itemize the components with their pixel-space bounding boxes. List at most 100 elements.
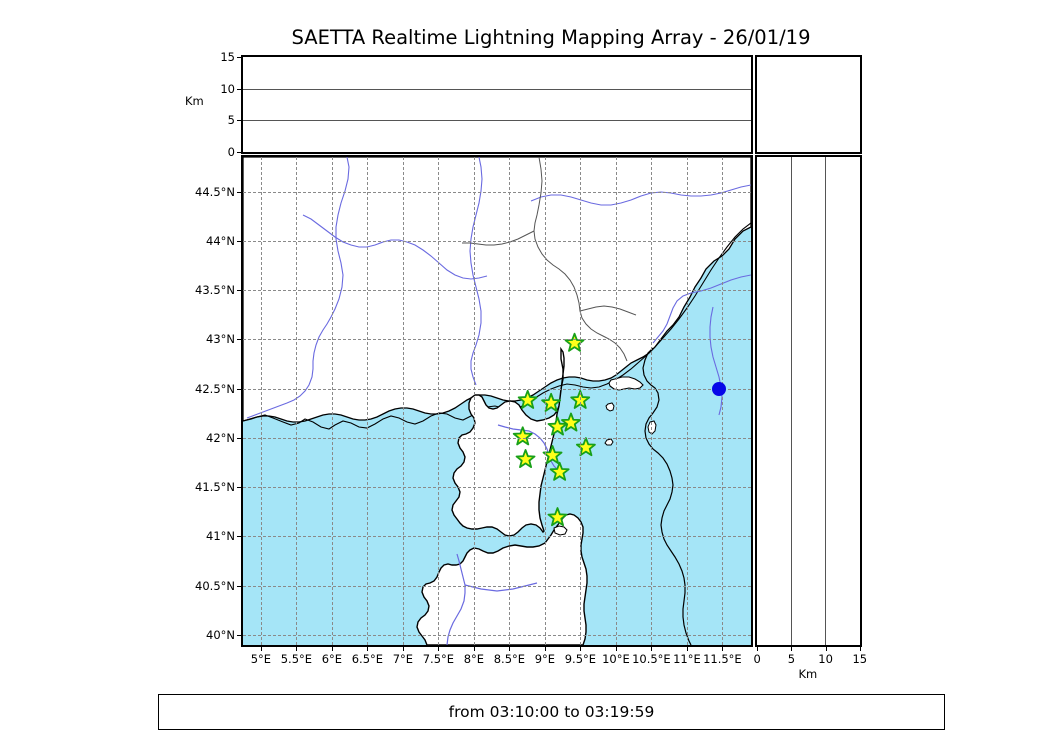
map-gridline-lon: [367, 157, 369, 645]
map-gridline-lon: [331, 157, 333, 645]
map-gridline-lon: [686, 157, 688, 645]
longitude-tick-mark: [544, 647, 546, 651]
panel-map[interactable]: [241, 155, 753, 647]
panel-altitude-histogram-plotarea: [757, 57, 860, 152]
longitude-tick-mark: [331, 647, 333, 651]
range-axis-label: Km: [798, 667, 818, 681]
station-marker[interactable]: [547, 416, 568, 436]
station-marker[interactable]: [515, 449, 536, 469]
latitude-tick-label: 41.5°N: [195, 480, 235, 495]
altitude-tick-label: 10: [220, 81, 235, 96]
range-tick-mark: [757, 647, 759, 651]
range-gridline: [825, 157, 827, 645]
latitude-tick-mark: [237, 585, 241, 587]
map-gridline-lon: [722, 157, 724, 645]
range-tick-label: 0: [753, 652, 761, 666]
lightning-source-marker[interactable]: [711, 381, 726, 396]
panel-altitude-vs-latitude-plotarea: [757, 157, 860, 645]
map-gridline-lon: [473, 157, 475, 645]
map-geography: [243, 157, 751, 645]
station-marker[interactable]: [542, 445, 563, 465]
latitude-tick-mark: [237, 388, 241, 390]
station-marker[interactable]: [547, 507, 568, 527]
latitude-tick-mark: [237, 536, 241, 538]
map-gridline-lat: [243, 388, 751, 390]
longitude-tick-label: 10°E: [602, 652, 630, 666]
longitude-tick-label: 5°E: [250, 652, 272, 666]
range-tick-mark: [825, 647, 827, 651]
longitude-tick-mark: [296, 647, 298, 651]
longitude-tick-label: 10.5°E: [632, 652, 671, 666]
border-france-italy: [533, 157, 628, 362]
island-montecristo: [604, 438, 614, 446]
longitude-tick-mark: [651, 647, 653, 651]
range-tick-mark: [791, 647, 793, 651]
longitude-tick-label: 7°E: [392, 652, 414, 666]
range-tick-label: 10: [818, 652, 833, 666]
map-gridline-lat: [243, 585, 751, 587]
latitude-tick-label: 41°N: [206, 529, 235, 544]
altitude-tick-mark: [237, 151, 241, 153]
station-marker[interactable]: [575, 437, 596, 457]
longitude-tick-label: 6.5°E: [351, 652, 384, 666]
longitude-tick-mark: [402, 647, 404, 651]
longitude-tick-mark: [260, 647, 262, 651]
range-tick-label: 15: [852, 652, 868, 666]
latitude-tick-label: 44°N: [206, 233, 235, 248]
latitude-tick-label: 40.5°N: [195, 578, 235, 593]
panel-altitude-vs-longitude[interactable]: [241, 55, 753, 154]
panel-altitude-vs-longitude-plotarea: [243, 57, 751, 152]
map-gridline-lon: [296, 157, 298, 645]
latitude-tick-mark: [237, 487, 241, 489]
latitude-tick-label: 43°N: [206, 332, 235, 347]
longitude-tick-mark: [367, 647, 369, 651]
longitude-tick-label: 11°E: [673, 652, 701, 666]
panel-altitude-histogram[interactable]: [755, 55, 862, 154]
latitude-tick-label: 44.5°N: [195, 184, 235, 199]
altitude-tick-label: 5: [227, 113, 235, 128]
latitude-tick-mark: [237, 339, 241, 341]
coastline-italy: [642, 347, 692, 645]
longitude-tick-mark: [438, 647, 440, 651]
longitude-tick-label: 8°E: [463, 652, 485, 666]
latitude-tick-mark: [237, 634, 241, 636]
river-rhone: [246, 157, 350, 419]
map-gridline-lat: [243, 487, 751, 488]
longitude-tick-label: 9°E: [534, 652, 556, 666]
altitude-tick-mark: [237, 88, 241, 90]
river-po: [530, 184, 751, 206]
range-tick-label: 5: [787, 652, 796, 666]
station-marker[interactable]: [517, 389, 538, 409]
river-tiber: [709, 306, 723, 416]
panel-altitude-vs-latitude[interactable]: [755, 155, 862, 647]
longitude-tick-label: 5.5°E: [280, 652, 313, 666]
map-gridline-lat: [243, 634, 751, 636]
longitude-tick-mark: [580, 647, 582, 651]
map-plotarea: [243, 157, 751, 645]
longitude-tick-label: 6°E: [321, 652, 343, 666]
station-marker[interactable]: [541, 392, 562, 412]
map-gridline-lon: [509, 157, 511, 645]
river-sardinia-1: [446, 553, 466, 645]
altitude-gridline: [243, 88, 751, 90]
station-marker[interactable]: [561, 412, 581, 432]
island-capraia: [605, 402, 615, 412]
station-marker[interactable]: [512, 426, 533, 446]
station-marker[interactable]: [549, 461, 570, 481]
page-title: SAETTA Realtime Lightning Mapping Array …: [291, 26, 811, 49]
border-regional-2: [579, 305, 637, 316]
altitude-tick-mark: [237, 120, 241, 122]
map-gridline-lon: [651, 157, 653, 645]
latitude-tick-mark: [237, 240, 241, 242]
time-range-text: from 03:10:00 to 03:19:59: [448, 703, 655, 721]
map-gridline-lat: [243, 290, 751, 291]
river-durance: [302, 214, 488, 280]
altitude-gridline: [243, 120, 751, 122]
latitude-tick-label: 43.5°N: [195, 283, 235, 298]
altitude-axis-label: Km: [185, 94, 204, 108]
longitude-tick-mark: [509, 647, 511, 651]
longitude-tick-mark: [615, 647, 617, 651]
time-range-status-bar[interactable]: from 03:10:00 to 03:19:59: [158, 694, 945, 730]
landmass-mainland: [243, 157, 751, 423]
map-gridline-lat: [243, 339, 751, 341]
